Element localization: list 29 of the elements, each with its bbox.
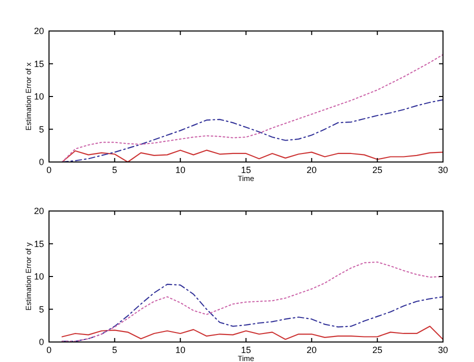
x-tick-label: 30 bbox=[438, 165, 448, 175]
y-tick-label: 15 bbox=[34, 58, 44, 69]
x-tick-label: 10 bbox=[175, 345, 186, 355]
x-tick-label: 10 bbox=[175, 165, 186, 175]
y-tick-label: 0 bbox=[38, 157, 44, 167]
x-tick-label: 25 bbox=[372, 165, 382, 175]
line-series bbox=[62, 54, 444, 163]
y-tick-label: 10 bbox=[34, 92, 44, 102]
x-tick-label: 15 bbox=[240, 165, 252, 175]
line-series bbox=[62, 284, 444, 342]
line-series bbox=[62, 150, 444, 163]
line-series bbox=[62, 326, 444, 340]
x-tick-label: 15 bbox=[240, 345, 252, 355]
line-series bbox=[62, 99, 444, 163]
y-tick-label: 15 bbox=[34, 238, 44, 249]
y-tick-label: 5 bbox=[38, 124, 44, 134]
y-tick-label: 10 bbox=[34, 272, 44, 282]
x-tick-label: 0 bbox=[46, 165, 52, 175]
x-tick-label: 5 bbox=[112, 345, 118, 355]
x-tick-label: 20 bbox=[306, 345, 317, 355]
x-tick-label: 5 bbox=[112, 165, 118, 175]
y-tick-label: 0 bbox=[38, 337, 44, 347]
y-tick-label: 20 bbox=[34, 206, 44, 216]
y-tick-label: 20 bbox=[34, 26, 44, 36]
x-tick-label: 30 bbox=[438, 345, 448, 355]
x-tick-label: 25 bbox=[372, 345, 382, 355]
x-tick-label: 0 bbox=[46, 345, 52, 355]
y-tick-label: 5 bbox=[38, 304, 44, 314]
x-tick-label: 20 bbox=[306, 165, 317, 175]
